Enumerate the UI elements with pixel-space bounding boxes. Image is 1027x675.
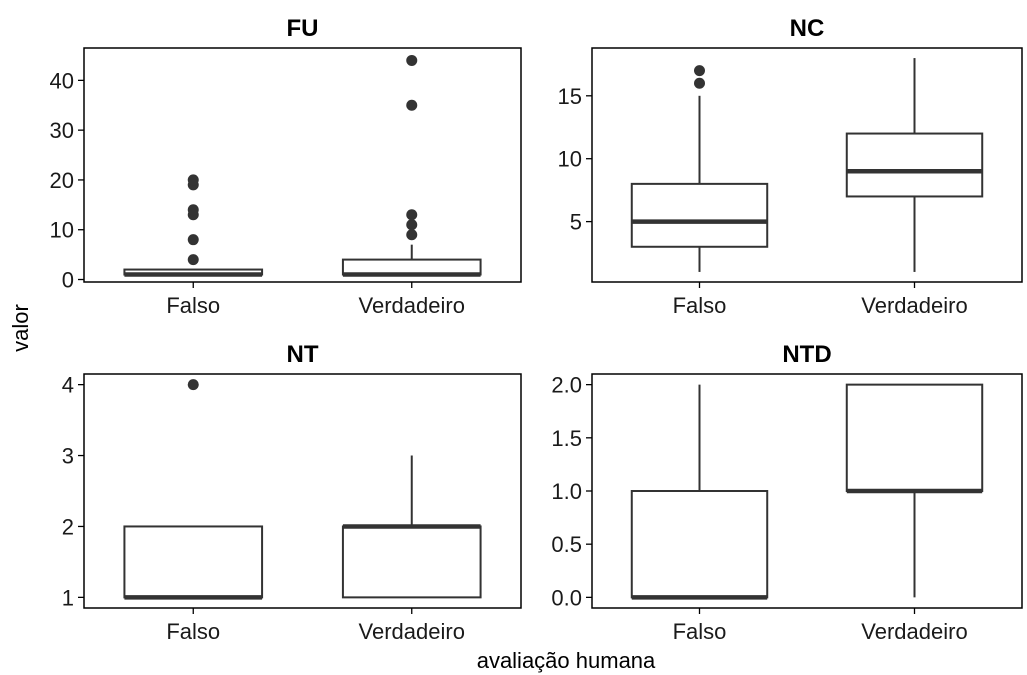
panel-border-nt [83,373,522,609]
box-nc-falso [630,182,769,248]
panel-nt: NT 1 2 3 4 Falso Verdadeiro [62,341,522,644]
y-tick-label-nt: 3 [62,444,74,469]
box-nt-falso [123,525,264,599]
outlier-point-nc-falso [694,65,705,77]
panel-border-fu [83,47,522,283]
y-tick-label-fu: 10 [50,218,74,243]
y-tick-label-nc: 15 [558,84,582,109]
outlier-point-nt-falso [187,379,199,391]
outlier-point-nc-falso [694,77,705,89]
y-axis-title: valor [8,304,33,352]
outlier-point-fu-verdadeiro [406,54,418,66]
outlier-point-fu-verdadeiro [406,229,418,241]
box-nt-verdadeiro [341,525,482,599]
y-tick-label-nc: 5 [570,210,582,235]
x-tick-label-ntd: Falso [673,619,727,644]
y-tick-label-fu: 40 [50,68,74,93]
box-ntd-verdadeiro [845,383,984,492]
outlier-point-fu-verdadeiro [406,209,418,221]
y-tick-label-ntd: 0.0 [551,585,582,610]
x-tick-label-nt: Verdadeiro [359,619,465,644]
y-tick-label-ntd: 0.5 [551,532,582,557]
y-tick-label-fu: 0 [62,268,74,293]
outlier-point-fu-falso [187,204,199,216]
panel-fu: FU 0 10 20 30 40 Falso Verdadeiro [50,15,522,318]
panel-border-nc [591,47,1023,283]
box-nc-verdadeiro [845,132,984,198]
x-tick-label-nt: Falso [166,619,220,644]
box-ntd-falso [630,490,769,599]
outlier-point-fu-falso [187,234,199,246]
panel-title-nt: NT [287,341,319,368]
y-tick-label-nt: 2 [62,514,74,539]
y-tick-label-nt: 4 [62,373,74,398]
y-tick-label-ntd: 2.0 [551,373,582,398]
x-tick-label-ntd: Verdadeiro [861,619,967,644]
y-tick-label-nc: 10 [558,147,582,172]
panel-title-fu: FU [287,15,319,42]
y-tick-label-fu: 30 [50,118,74,143]
x-tick-label-fu: Verdadeiro [359,293,465,318]
x-tick-label-nc: Falso [673,293,727,318]
outlier-point-fu-falso [187,174,199,186]
x-tick-label-nc: Verdadeiro [861,293,967,318]
panel-title-ntd: NTD [782,341,831,368]
panel-title-nc: NC [790,15,825,42]
outlier-point-fu-verdadeiro [406,219,418,231]
y-tick-label-ntd: 1.0 [551,479,582,504]
y-tick-label-nt: 1 [62,585,74,610]
x-axis-title: avaliação humana [477,648,656,673]
panel-ntd: NTD 0.0 0.5 1.0 1.5 2.0 Falso Verdadeiro [551,341,1023,644]
x-tick-label-fu: Falso [166,293,220,318]
outlier-point-fu-falso [187,254,199,266]
panel-nc: NC 5 10 15 Falso Verdadeiro [558,15,1023,318]
outlier-point-fu-verdadeiro [406,99,418,111]
y-tick-label-ntd: 1.5 [551,426,582,451]
y-tick-label-fu: 20 [50,168,74,193]
